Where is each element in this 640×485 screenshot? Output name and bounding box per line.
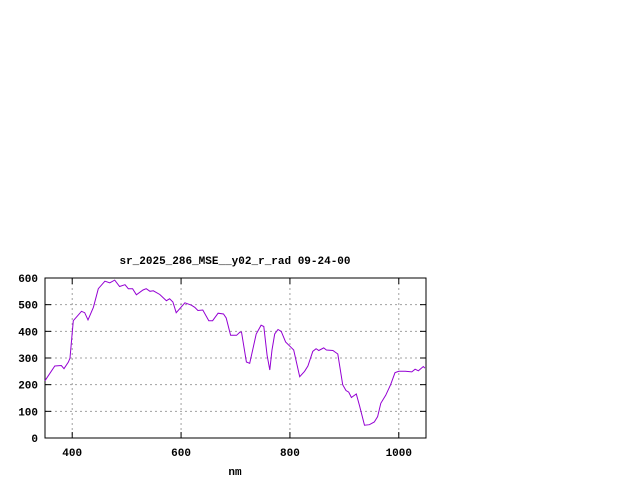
ticks: 400 600 800 1000 0 100 200 300 400 500 600 [18, 274, 426, 460]
x-tick-label: 1000 [386, 448, 412, 460]
y-tick-label: 500 [18, 301, 38, 313]
x-tick-label: 800 [280, 448, 300, 460]
y-tick-label: 300 [18, 354, 38, 366]
plot-frame [44, 277, 427, 439]
y-tick-label: 200 [18, 381, 38, 393]
x-tick-label: 400 [62, 448, 82, 460]
y-tick-label: 100 [18, 407, 38, 419]
x-axis-label: nm [228, 467, 242, 479]
y-tick-label: 600 [18, 274, 38, 286]
x-tick-label: 600 [171, 448, 191, 460]
series-line [44, 279, 426, 426]
chart-title: sr_2025_286_MSE__y02_r_rad 09-24-00 [119, 256, 350, 268]
y-tick-label: 400 [18, 327, 38, 339]
grid [45, 278, 426, 438]
y-tick-label: 0 [31, 434, 38, 446]
